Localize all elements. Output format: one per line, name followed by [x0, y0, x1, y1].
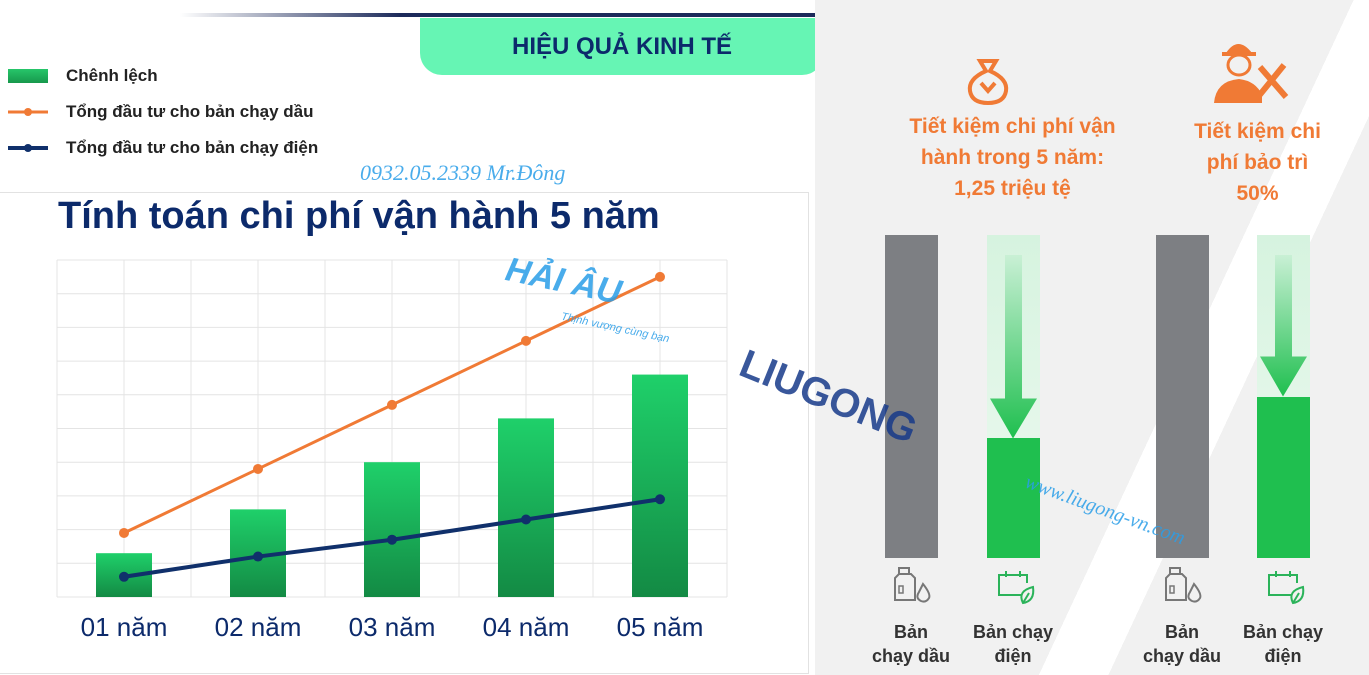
eco-calendar-icon — [1268, 571, 1305, 605]
bar-difference — [632, 374, 688, 597]
money-bag-icon — [967, 59, 1009, 106]
fuel-can-icon — [1165, 567, 1202, 603]
point-diesel — [655, 271, 665, 282]
legend-item-difference: Chênh lệch — [8, 58, 318, 94]
electric-cost-bar — [1257, 396, 1310, 558]
bar-difference — [498, 418, 554, 597]
x-tick-label: 04 năm — [483, 612, 570, 642]
point-diesel — [253, 463, 263, 474]
point-diesel — [119, 527, 129, 538]
x-tick-label: 03 năm — [349, 612, 436, 642]
maintenance-saving-text: Tiết kiệm chi phí bảo trì 50% — [1194, 120, 1321, 205]
down-arrow-icon — [990, 255, 1037, 439]
chart-title: Tính toán chi phí vận hành 5 năm — [58, 195, 660, 237]
point-diesel — [521, 335, 531, 346]
diesel-label: Bản chạy dầu — [1142, 622, 1222, 666]
legend-item-diesel: Tổng đầu tư cho bản chạy dầu — [8, 94, 318, 130]
x-tick-label: 02 năm — [215, 612, 302, 642]
diesel-label: Bản chạy dầu — [871, 622, 951, 666]
x-tick-label: 01 năm — [81, 612, 168, 642]
point-electric — [253, 551, 263, 562]
savings-panel — [815, 0, 1369, 675]
electric-cost-bar — [987, 438, 1040, 558]
legend-item-electric: Tổng đầu tư cho bản chạy điện — [8, 130, 318, 166]
point-diesel — [387, 399, 397, 410]
electric-label: Bản chạy điện — [972, 622, 1054, 666]
point-electric — [655, 494, 665, 505]
diesel-cost-bar — [885, 235, 938, 558]
cost-chart: 01 năm 02 năm 03 năm 04 năm 05 năm — [56, 259, 728, 642]
chart-legend: Chênh lệch Tổng đầu tư cho bản chạy dầu … — [8, 58, 318, 166]
worker-tools-icon — [1214, 44, 1289, 103]
top-rule — [180, 13, 1280, 17]
fuel-can-icon — [894, 567, 931, 603]
down-arrow-icon — [1260, 255, 1307, 397]
point-electric — [387, 534, 397, 545]
chart-panel — [0, 192, 809, 674]
operating-saving-text: Tiết kiệm chi phí vận hành trong 5 năm: 1,… — [909, 115, 1116, 200]
x-tick-label: 05 năm — [617, 612, 704, 642]
electric-label: Bản chạy điện — [1242, 622, 1324, 666]
bar-difference — [364, 462, 420, 597]
diesel-cost-bar — [1156, 235, 1209, 558]
point-electric — [119, 571, 129, 582]
eco-calendar-icon — [998, 571, 1035, 605]
point-electric — [521, 514, 531, 525]
header-title: HIỆU QUẢ KINH TẾ — [420, 18, 824, 75]
